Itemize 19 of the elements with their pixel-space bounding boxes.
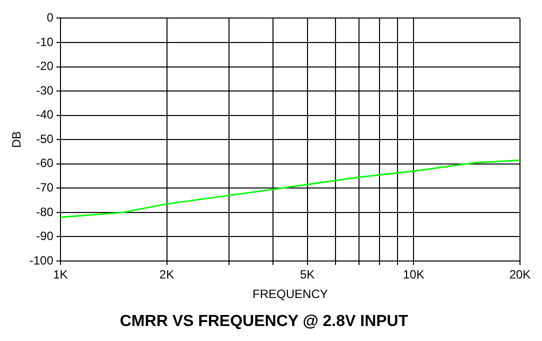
x-tick-label: 20K [509,268,531,282]
y-tick-label: -20 [36,59,54,74]
y-tick-label: -50 [36,132,54,146]
text: CMRR VS FREQUENCY @ 2.8V INPUT [120,312,408,330]
y-tick-label: -70 [36,180,54,194]
y-tick-label: -30 [36,83,54,98]
x-tick-label: 10K [402,268,424,282]
y-tick-label: -90 [36,229,54,244]
x-tick-label: 2K [159,268,174,282]
y-tick-label: -80 [36,204,54,219]
x-tick-label: 1K [53,268,68,282]
y-tick-label: -10 [36,34,54,49]
y-tick-label: -100 [29,253,54,268]
y-axis-title: DB [10,131,24,148]
y-tick-label: 0 [46,10,54,25]
y-tick-label: -40 [36,108,54,122]
x-tick-label: 5K [300,268,315,282]
y-tick-label: -60 [36,156,54,170]
x-axis-title: FREQUENCY [252,286,328,301]
